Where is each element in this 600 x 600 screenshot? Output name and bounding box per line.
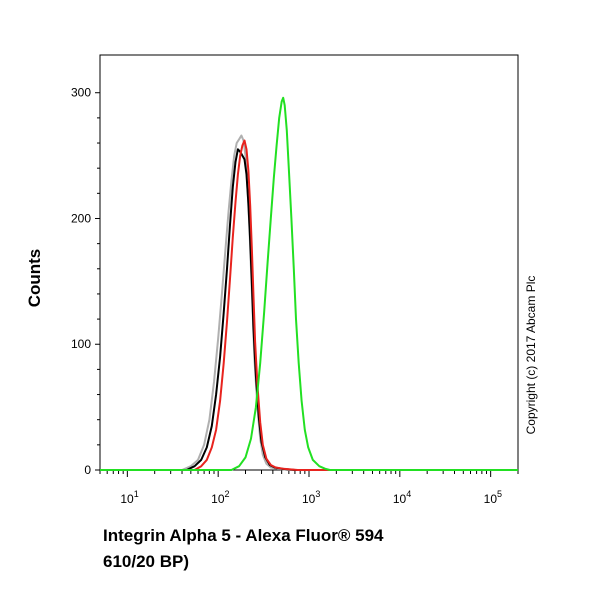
y-tick-label: 0 <box>84 463 91 477</box>
x-tick-label: 105 <box>484 489 502 506</box>
y-tick-label: 100 <box>71 337 91 351</box>
series-line-1 <box>100 134 518 471</box>
series-group <box>100 96 518 471</box>
series-line-2 <box>100 148 518 471</box>
copyright-text: Copyright (c) 2017 Abcam Plc <box>524 276 538 435</box>
x-tick-label: 101 <box>120 489 138 506</box>
y-tick-label: 300 <box>71 86 91 100</box>
y-axis: 0 100 200 300 <box>71 86 100 477</box>
plot-frame <box>99 54 519 471</box>
series-line-4 <box>100 96 518 471</box>
y-axis-title: Counts <box>25 249 44 308</box>
series-line-3 <box>100 139 518 471</box>
x-tick-label: 103 <box>302 489 320 506</box>
x-tick-label: 104 <box>393 489 411 506</box>
x-tick-label: 102 <box>211 489 229 506</box>
x-axis-title-line1: Integrin Alpha 5 - Alexa Fluor® 594 <box>103 526 384 545</box>
x-axis-title-line2: 610/20 BP) <box>103 552 189 571</box>
y-tick-label: 200 <box>71 211 91 225</box>
x-axis: 101 102 103 104 105 <box>99 470 519 506</box>
